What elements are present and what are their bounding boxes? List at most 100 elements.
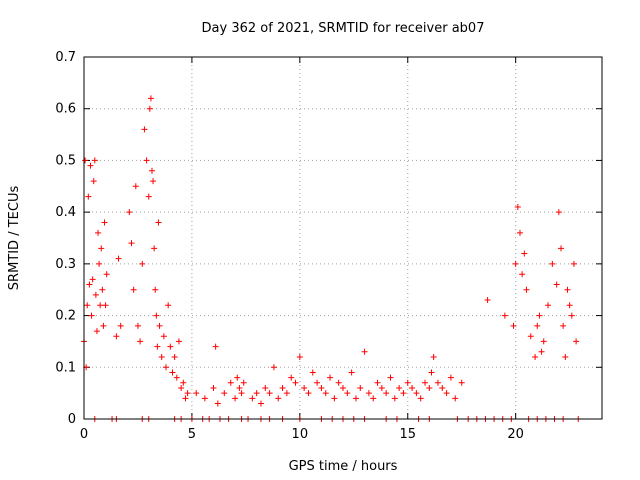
data-point — [348, 369, 355, 376]
data-point — [89, 276, 96, 283]
data-point — [153, 312, 160, 319]
data-point — [439, 384, 446, 391]
data-point — [240, 379, 247, 386]
data-point — [564, 286, 571, 293]
data-point — [532, 353, 539, 360]
data-point — [257, 400, 264, 407]
data-point — [88, 312, 95, 319]
data-point — [510, 322, 517, 329]
data-points — [81, 95, 582, 422]
data-point — [426, 384, 433, 391]
data-point — [555, 209, 562, 216]
x-tick-label: 15 — [399, 427, 416, 442]
data-point — [301, 384, 308, 391]
data-point — [540, 338, 547, 345]
data-point — [100, 322, 107, 329]
data-point — [409, 384, 416, 391]
data-point — [266, 390, 273, 397]
data-point — [501, 312, 508, 319]
data-point — [549, 260, 556, 267]
data-point — [560, 322, 567, 329]
data-point — [182, 395, 189, 402]
data-point — [115, 255, 122, 262]
data-point — [152, 286, 159, 293]
data-point — [553, 281, 560, 288]
data-point — [331, 395, 338, 402]
data-point — [344, 390, 351, 397]
data-point — [305, 390, 312, 397]
data-point — [327, 374, 334, 381]
data-point — [117, 322, 124, 329]
data-point — [521, 250, 528, 257]
data-point — [146, 105, 153, 112]
data-point — [130, 286, 137, 293]
y-tick-label: 0.5 — [55, 153, 76, 168]
data-point — [155, 219, 162, 226]
x-tick-label: 10 — [292, 427, 309, 442]
data-point — [288, 374, 295, 381]
data-point — [93, 328, 100, 335]
data-point — [97, 302, 104, 309]
data-point — [568, 312, 575, 319]
x-tick-label: 0 — [80, 427, 88, 442]
data-point — [430, 353, 437, 360]
data-point — [84, 302, 91, 309]
data-point — [374, 379, 381, 386]
data-point — [404, 379, 411, 386]
data-point — [557, 245, 564, 252]
data-point — [378, 384, 385, 391]
data-point — [221, 390, 228, 397]
data-point — [275, 395, 282, 402]
data-point — [570, 260, 577, 267]
data-point — [516, 229, 523, 236]
chart-title: Day 362 of 2021, SRMTID for receiver ab0… — [202, 21, 485, 36]
y-axis-label: SRMTID / TECUs — [7, 186, 22, 291]
data-point — [167, 343, 174, 350]
x-tick-label: 5 — [188, 427, 196, 442]
data-point — [383, 390, 390, 397]
data-point — [309, 369, 316, 376]
data-point — [357, 384, 364, 391]
data-point — [184, 390, 191, 397]
data-point — [148, 167, 155, 174]
tick-labels: 0 0.1 0.2 0.3 0.4 0.5 0.6 0.7 0 5 10 15 20 — [55, 50, 524, 442]
data-point — [361, 348, 368, 355]
data-point — [91, 157, 98, 164]
data-point — [562, 353, 569, 360]
data-point — [137, 338, 144, 345]
data-point — [279, 384, 286, 391]
data-point — [160, 333, 167, 340]
data-point — [141, 126, 148, 133]
data-point — [171, 353, 178, 360]
data-point — [292, 379, 299, 386]
data-point — [566, 302, 573, 309]
data-point — [151, 245, 158, 252]
data-point — [169, 369, 176, 376]
data-point — [134, 322, 141, 329]
y-tick-label: 0.1 — [55, 360, 76, 375]
data-point — [143, 157, 150, 164]
data-point — [214, 400, 221, 407]
data-point — [428, 369, 435, 376]
data-point — [335, 379, 342, 386]
data-point — [458, 379, 465, 386]
y-tick-label: 0.6 — [55, 102, 76, 117]
data-point — [434, 379, 441, 386]
data-point — [340, 384, 346, 391]
data-point — [232, 395, 239, 402]
data-point — [90, 178, 97, 185]
data-point — [234, 374, 241, 381]
data-point — [139, 260, 146, 267]
data-point — [314, 379, 321, 386]
data-point — [391, 395, 398, 402]
y-tick-label: 0.7 — [55, 50, 76, 65]
y-tick-label: 0.2 — [55, 309, 76, 324]
data-point — [536, 312, 543, 319]
data-point — [249, 395, 256, 402]
data-point — [238, 390, 245, 397]
data-point — [400, 390, 407, 397]
data-point — [370, 395, 377, 402]
data-point — [163, 364, 170, 371]
data-point — [178, 384, 185, 391]
y-tick-label: 0.3 — [55, 257, 76, 272]
